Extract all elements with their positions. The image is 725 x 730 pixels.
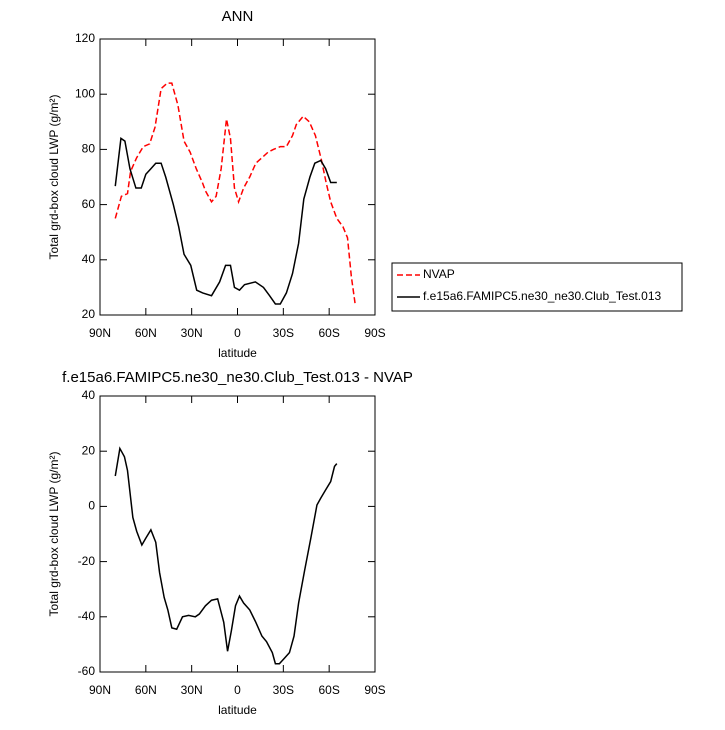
chart-title: ANN xyxy=(222,8,254,25)
x-tick-label: 30N xyxy=(181,326,203,340)
data-line xyxy=(114,82,356,305)
y-tick-label: -40 xyxy=(78,609,96,623)
y-tick-label: 20 xyxy=(82,443,96,457)
x-tick-label: 60S xyxy=(318,683,339,697)
x-axis-label: latitude xyxy=(218,346,257,360)
legend-label: f.e15a6.FAMIPC5.ne30_ne30.Club_Test.013 xyxy=(423,289,661,303)
x-tick-label: 60S xyxy=(318,326,339,340)
x-tick-label: 60N xyxy=(135,326,157,340)
y-axis-label: Total grd-box cloud LWP (g/m²) xyxy=(47,95,61,260)
x-tick-label: 0 xyxy=(234,326,241,340)
legend-label: NVAP xyxy=(423,267,455,281)
y-tick-label: 100 xyxy=(75,86,95,100)
x-tick-label: 90S xyxy=(364,326,385,340)
y-axis-label: Total grd-box cloud LWP (g/m²) xyxy=(47,452,61,617)
data-line xyxy=(114,446,338,665)
x-tick-label: 60N xyxy=(135,683,157,697)
data-line xyxy=(114,137,337,305)
y-tick-label: 60 xyxy=(82,197,96,211)
y-tick-label: -20 xyxy=(78,554,96,568)
chart-title: f.e15a6.FAMIPC5.ne30_ne30.Club_Test.013 … xyxy=(62,369,413,386)
plot-frame xyxy=(99,38,376,316)
y-tick-label: 120 xyxy=(75,31,95,45)
y-tick-label: 20 xyxy=(82,307,96,321)
x-tick-label: 90N xyxy=(89,683,111,697)
y-tick-label: 0 xyxy=(88,499,95,513)
x-tick-label: 0 xyxy=(234,683,241,697)
x-tick-label: 90S xyxy=(364,683,385,697)
x-tick-label: 30S xyxy=(273,326,294,340)
y-tick-label: 40 xyxy=(82,252,96,266)
legend: NVAP f.e15a6.FAMIPC5.ne30_ne30.Club_Test.… xyxy=(391,262,683,312)
y-tick-label: 40 xyxy=(82,388,96,402)
x-tick-label: 30N xyxy=(181,683,203,697)
y-tick-label: 80 xyxy=(82,142,96,156)
x-tick-label: 90N xyxy=(89,326,111,340)
plot-frame xyxy=(99,395,376,673)
x-tick-label: 30S xyxy=(273,683,294,697)
legend-box xyxy=(391,262,683,312)
x-axis-label: latitude xyxy=(218,703,257,717)
y-tick-label: -60 xyxy=(78,664,96,678)
